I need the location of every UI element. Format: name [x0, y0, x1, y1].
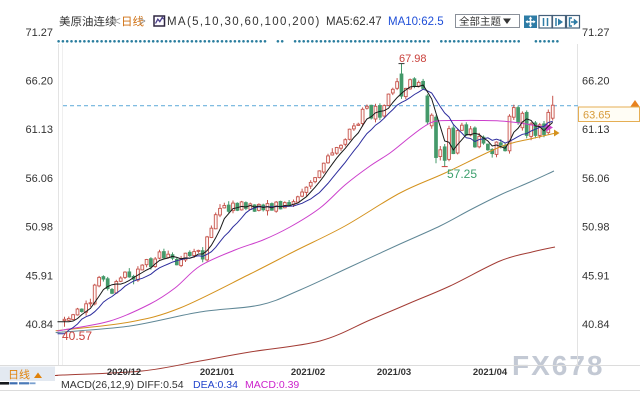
svg-text:50.98: 50.98: [25, 222, 53, 234]
svg-text:71.27: 71.27: [25, 27, 53, 39]
svg-text:2021/04: 2021/04: [473, 367, 508, 378]
svg-text:MA10:62.5: MA10:62.5: [388, 16, 444, 28]
svg-text:71.27: 71.27: [582, 27, 610, 39]
svg-text:56.06: 56.06: [25, 173, 53, 185]
svg-text:67.98: 67.98: [399, 53, 427, 65]
svg-text:66.20: 66.20: [25, 76, 53, 88]
svg-text:61.13: 61.13: [582, 124, 610, 136]
svg-text:66.20: 66.20: [582, 76, 610, 88]
svg-text:<: <: [114, 16, 121, 28]
svg-text:57.25: 57.25: [447, 167, 477, 181]
svg-text:63.65: 63.65: [583, 110, 611, 122]
svg-text:50.98: 50.98: [582, 222, 610, 234]
svg-text:>: >: [139, 16, 146, 28]
svg-text:2021/01: 2021/01: [200, 367, 235, 378]
svg-text:MA5:62.47: MA5:62.47: [326, 16, 382, 28]
svg-text:61.13: 61.13: [25, 124, 53, 136]
svg-text:45.91: 45.91: [582, 270, 610, 282]
svg-text:40.84: 40.84: [582, 319, 610, 331]
svg-text:2021/02: 2021/02: [291, 367, 325, 378]
svg-text:40.84: 40.84: [25, 319, 53, 331]
svg-text:MA(5,10,30,60,100,200): MA(5,10,30,60,100,200): [167, 16, 321, 28]
svg-text:56.06: 56.06: [582, 173, 610, 185]
svg-text:40.57: 40.57: [62, 329, 92, 343]
svg-text:MACD(26,12,9) DIFF:0.54: MACD(26,12,9) DIFF:0.54: [61, 379, 184, 391]
svg-text:MACD:0.39: MACD:0.39: [245, 379, 299, 391]
svg-text:45.91: 45.91: [25, 270, 53, 282]
svg-text:2020/12: 2020/12: [107, 367, 141, 378]
svg-text:DEA:0.34: DEA:0.34: [193, 379, 238, 391]
svg-text:2021/03: 2021/03: [377, 367, 411, 378]
